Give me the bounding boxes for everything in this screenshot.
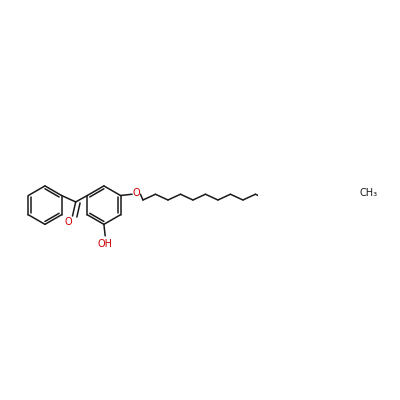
Text: O: O xyxy=(133,188,140,198)
Text: CH₃: CH₃ xyxy=(359,188,377,198)
Text: O: O xyxy=(65,218,72,228)
Text: OH: OH xyxy=(98,238,113,248)
